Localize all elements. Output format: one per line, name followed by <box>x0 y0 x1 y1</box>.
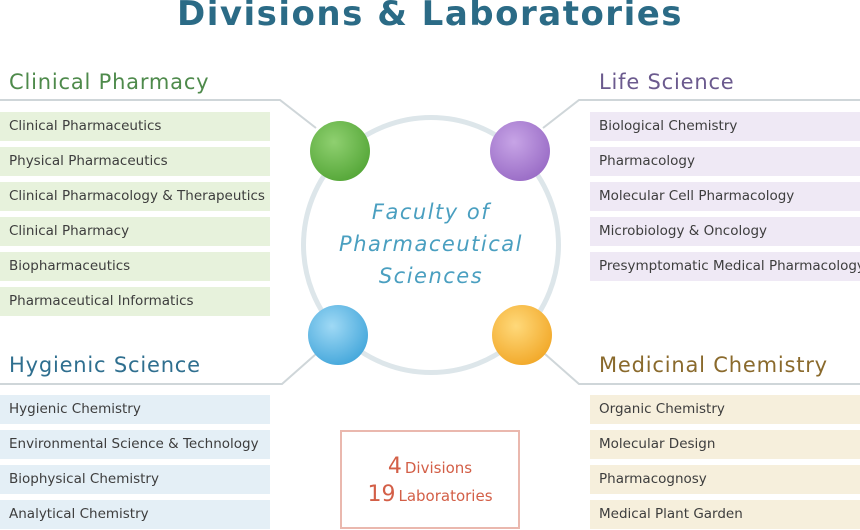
connector-life-science <box>542 99 860 129</box>
lab-list-clinical-pharmacy: Clinical Pharmaceutics Physical Pharmace… <box>0 112 270 322</box>
connector-medicinal-chemistry <box>544 353 860 385</box>
lab-item: Biopharmaceutics <box>0 252 270 281</box>
lab-item: Clinical Pharmacology & Therapeutics <box>0 182 270 211</box>
faculty-name-line: Pharmaceutical <box>339 232 523 256</box>
labs-label: Laboratories <box>398 487 493 505</box>
lab-item: Organic Chemistry <box>590 395 860 424</box>
divisions-count: 4 <box>387 454 402 479</box>
node-hygienic-science <box>308 305 368 365</box>
connector-hygienic-science <box>0 353 317 385</box>
lab-list-hygienic-science: Hygienic Chemistry Environmental Science… <box>0 395 270 530</box>
lab-item: Biological Chemistry <box>590 112 860 141</box>
lab-item: Pharmaceutical Informatics <box>0 287 270 316</box>
lab-item: Biophysical Chemistry <box>0 465 270 494</box>
lab-list-medicinal-chemistry: Organic Chemistry Molecular Design Pharm… <box>590 395 860 530</box>
lab-item: Pharmacology <box>590 147 860 176</box>
lab-item: Analytical Chemistry <box>0 500 270 529</box>
lab-list-life-science: Biological Chemistry Pharmacology Molecu… <box>590 112 860 287</box>
faculty-name-line: Faculty of <box>371 200 491 224</box>
labs-count: 19 <box>367 482 396 507</box>
faculty-name-line: Sciences <box>378 264 484 288</box>
lab-item: Environmental Science & Technology <box>0 430 270 459</box>
connector-clinical-pharmacy <box>0 99 317 129</box>
divisions-label: Divisions <box>404 459 473 477</box>
lab-item: Medical Plant Garden <box>590 500 860 529</box>
node-clinical-pharmacy <box>310 121 370 181</box>
lab-item: Molecular Cell Pharmacology <box>590 182 860 211</box>
lab-item: Presymptomatic Medical Pharmacology <box>590 252 860 281</box>
lab-item: Pharmacognosy <box>590 465 860 494</box>
division-title-hygienic-science: Hygienic Science <box>9 353 201 377</box>
lab-item: Molecular Design <box>590 430 860 459</box>
summary-divisions: 4 Divisions <box>342 454 518 479</box>
summary-laboratories: 19 Laboratories <box>342 482 518 507</box>
node-medicinal-chemistry <box>492 305 552 365</box>
lab-item: Hygienic Chemistry <box>0 395 270 424</box>
division-title-life-science: Life Science <box>599 70 735 94</box>
division-title-clinical-pharmacy: Clinical Pharmacy <box>9 70 210 94</box>
lab-item: Microbiology & Oncology <box>590 217 860 246</box>
faculty-name: Faculty of Pharmaceutical Sciences <box>310 196 552 292</box>
lab-item: Clinical Pharmacy <box>0 217 270 246</box>
page-title: Divisions & Laboratories <box>176 0 684 34</box>
division-title-medicinal-chemistry: Medicinal Chemistry <box>599 353 828 377</box>
node-life-science <box>490 121 550 181</box>
lab-item: Clinical Pharmaceutics <box>0 112 270 141</box>
lab-item: Physical Pharmaceutics <box>0 147 270 176</box>
summary-box: 4 Divisions 19 Laboratories <box>340 430 520 529</box>
